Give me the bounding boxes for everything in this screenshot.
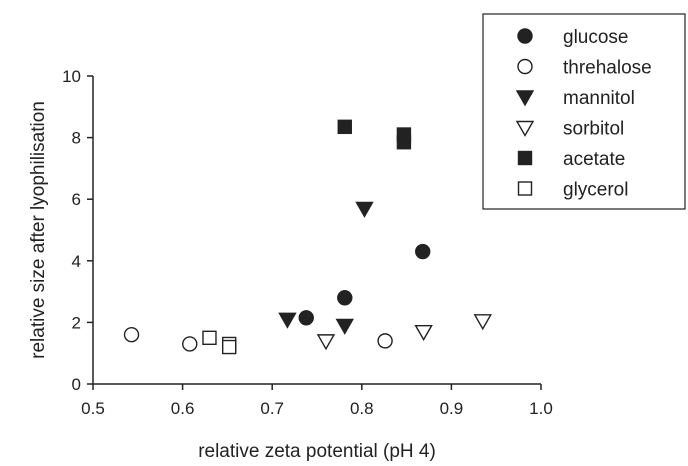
legend-label: glucose <box>563 27 629 48</box>
data-point <box>337 119 352 135</box>
series-glucose <box>298 243 431 326</box>
x-tick-label: 0.8 <box>350 399 374 418</box>
series-mannitol <box>278 201 374 335</box>
legend-item-glucose: glucose <box>517 27 629 48</box>
plot-area: 0.5 0.6 0.7 0.8 0.9 1.0 0 2 4 6 8 10 <box>62 67 553 418</box>
legend-marker <box>517 58 533 75</box>
data-points <box>123 119 492 355</box>
legend-item-acetate: acetate <box>517 149 625 170</box>
y-tick-label: 6 <box>72 190 81 209</box>
legend-label: sorbitol <box>563 119 624 140</box>
legend-box <box>482 13 686 210</box>
legend-marker <box>515 120 535 137</box>
legend-marker <box>517 28 533 44</box>
data-point <box>278 312 297 329</box>
y-tick-label: 4 <box>72 252 81 271</box>
data-point <box>316 334 336 351</box>
legend-marker <box>517 150 533 166</box>
legend-items: glucose threhalose mannitol sorbitol acetate… <box>515 27 652 201</box>
x-axis-label: relative zeta potential (pH 4) <box>198 441 436 462</box>
data-point <box>415 243 431 260</box>
y-tick-label: 8 <box>72 129 81 148</box>
legend-label: acetate <box>563 149 625 170</box>
legend-label: mannitol <box>563 88 635 109</box>
y-tick-label: 10 <box>62 67 81 86</box>
legend-item-mannitol: mannitol <box>515 88 635 109</box>
legend-item-threhalose: threhalose <box>517 58 652 79</box>
legend: glucose threhalose mannitol sorbitol acetate… <box>482 13 686 210</box>
x-tick-label: 0.9 <box>440 399 464 418</box>
x-tick-label: 1.0 <box>529 399 553 418</box>
series-glycerol <box>202 330 237 355</box>
data-point <box>337 290 353 306</box>
y-tick-label: 2 <box>72 313 81 332</box>
x-tick-label: 0.6 <box>171 399 195 418</box>
x-tick-label: 0.7 <box>260 399 284 418</box>
legend-marker <box>517 181 533 196</box>
series-acetate <box>337 119 412 150</box>
data-point <box>377 333 393 349</box>
data-point <box>298 310 314 326</box>
data-point <box>221 339 237 355</box>
y-ticks: 0 2 4 6 8 10 <box>62 67 93 394</box>
data-point <box>396 127 412 142</box>
legend-marker <box>515 90 535 107</box>
data-point <box>414 324 433 342</box>
legend-item-glycerol: glycerol <box>517 180 628 201</box>
data-point <box>355 201 374 218</box>
x-ticks: 0.5 0.6 0.7 0.8 0.9 1.0 <box>81 384 553 418</box>
legend-item-sorbitol: sorbitol <box>515 119 624 140</box>
legend-label: threhalose <box>563 58 652 79</box>
data-point <box>335 318 354 335</box>
y-tick-label: 0 <box>72 375 81 394</box>
data-point <box>182 336 198 352</box>
data-point <box>123 327 140 343</box>
x-tick-label: 0.5 <box>81 399 105 418</box>
y-axis-label: relative size after lyophilisation <box>28 101 49 359</box>
series-sorbitol <box>316 314 492 351</box>
series-threhalose <box>123 327 393 352</box>
data-point <box>473 314 492 331</box>
legend-label: glycerol <box>563 180 628 201</box>
data-point <box>202 330 217 345</box>
